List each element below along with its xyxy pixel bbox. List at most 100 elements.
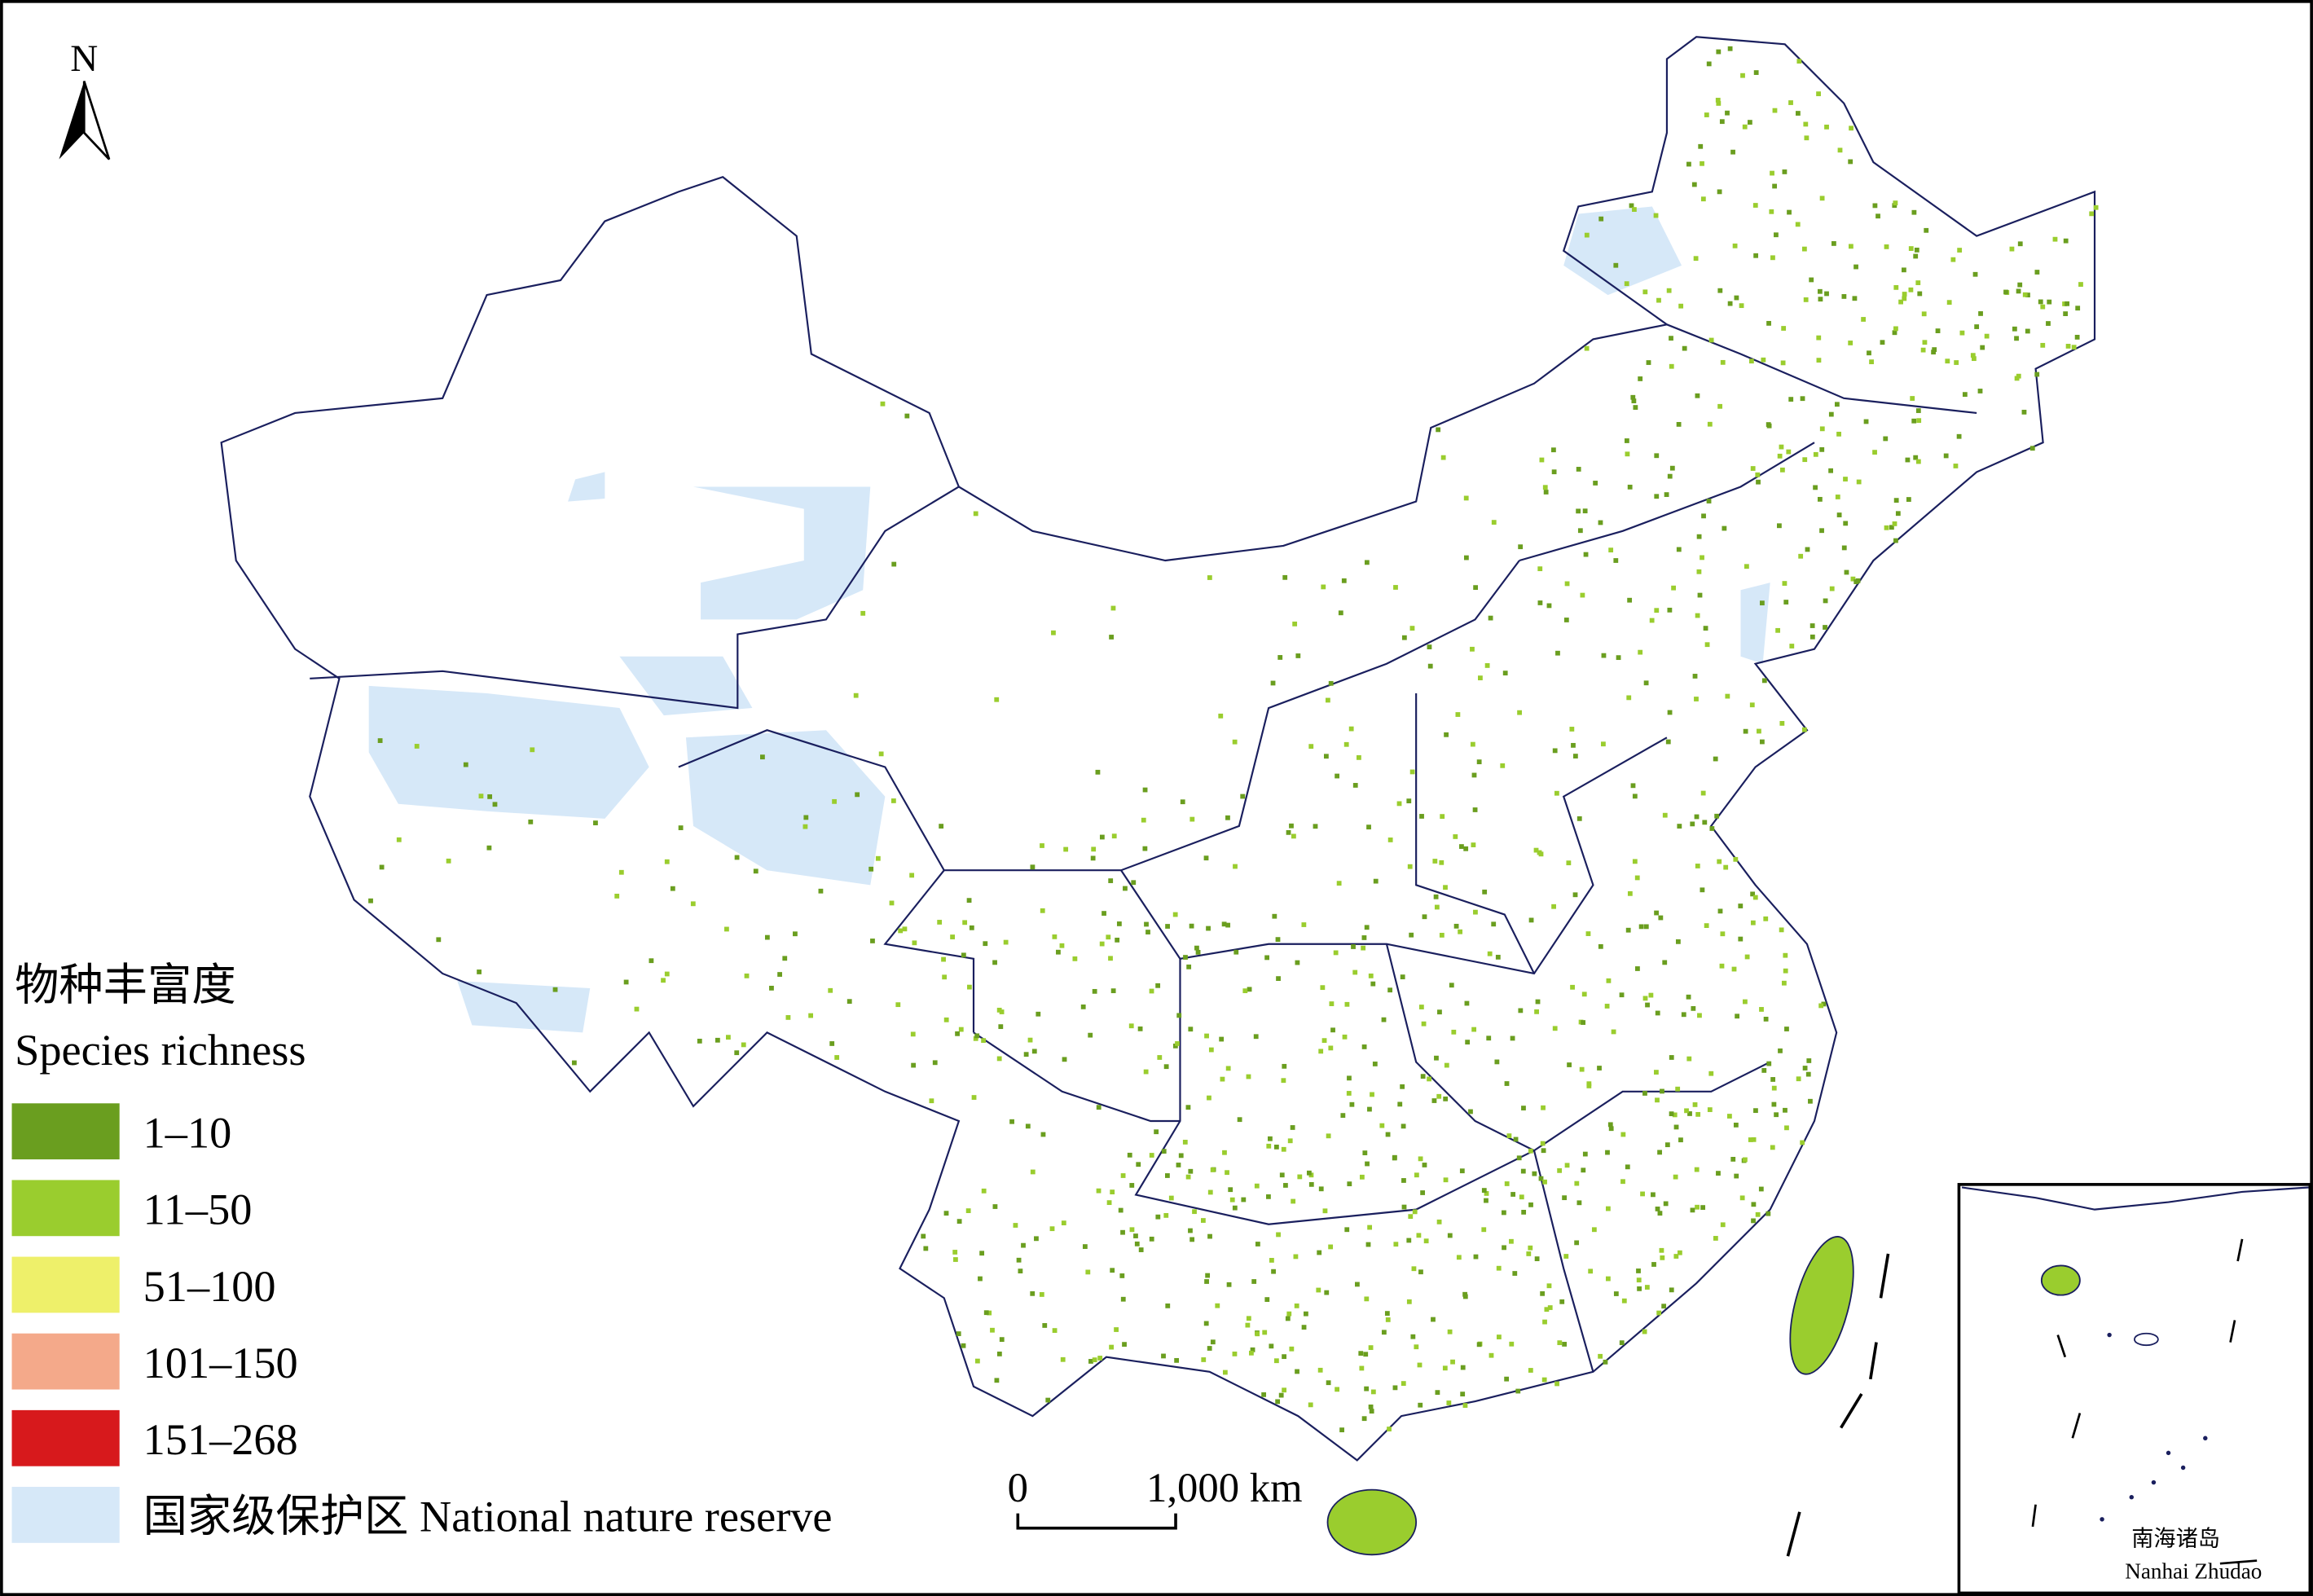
richness-cell — [1030, 1290, 1036, 1296]
richness-cell — [1168, 1195, 1174, 1201]
richness-cell — [1581, 991, 1587, 997]
richness-cell — [942, 974, 948, 980]
richness-cell — [1720, 931, 1726, 937]
richness-cell — [1203, 1321, 1209, 1326]
richness-cell — [1547, 1305, 1553, 1310]
richness-cell — [1753, 253, 1759, 258]
richness-cell — [1401, 1381, 1406, 1386]
richness-cell — [1646, 360, 1651, 365]
richness-cell — [1902, 296, 1907, 301]
richness-cell — [1320, 985, 1326, 991]
richness-cell — [1478, 675, 1483, 681]
richness-cell — [1709, 826, 1715, 831]
richness-cell — [1635, 966, 1640, 971]
richness-cell — [1777, 453, 1783, 459]
richness-cell — [1666, 288, 1672, 293]
richness-cell — [1487, 951, 1493, 956]
richness-cell — [904, 413, 910, 419]
richness-cell — [1301, 922, 1307, 927]
richness-cell — [1186, 964, 1192, 969]
richness-cell — [956, 1219, 962, 1224]
richness-cell — [987, 1310, 992, 1316]
richness-cell — [1695, 864, 1700, 868]
richness-cell — [1364, 1296, 1370, 1302]
richness-cell — [734, 855, 740, 860]
richness-cell — [446, 858, 451, 864]
richness-cell — [1766, 320, 1771, 326]
reserve-area — [568, 472, 605, 502]
richness-cell — [1034, 1236, 1039, 1242]
richness-cell — [1584, 345, 1590, 351]
richness-cell — [1654, 910, 1659, 916]
richness-cell — [734, 1050, 740, 1056]
richness-cell — [1669, 363, 1674, 369]
richness-cell — [1770, 1077, 1776, 1082]
richness-cell — [1226, 1282, 1232, 1287]
richness-cell — [1601, 741, 1606, 747]
richness-cell — [1414, 1344, 1419, 1350]
richness-cell — [1528, 917, 1534, 923]
richness-cell — [1659, 1247, 1664, 1253]
richness-cell — [979, 1251, 985, 1256]
richness-cell — [1347, 1181, 1352, 1187]
richness-cell — [1365, 1242, 1371, 1247]
arrow-right — [82, 81, 111, 160]
richness-cell — [1462, 1403, 1468, 1408]
richness-cell — [898, 928, 904, 934]
richness-cell — [1030, 864, 1036, 870]
richness-cell — [664, 859, 670, 864]
richness-cell — [2071, 345, 2077, 350]
richness-cell — [1620, 1132, 1626, 1137]
richness-cell — [1911, 418, 1917, 424]
richness-cell — [1393, 585, 1398, 590]
richness-cell — [1286, 1311, 1292, 1317]
reserve-area — [685, 730, 886, 886]
richness-cell — [1598, 216, 1604, 222]
richness-cell — [1120, 1229, 1125, 1235]
richness-cell — [1473, 909, 1478, 915]
richness-cell — [1488, 1352, 1494, 1358]
richness-cell — [1978, 311, 1983, 316]
richness-cell — [1462, 1291, 1467, 1297]
richness-cell — [1692, 674, 1698, 679]
richness-cell — [1698, 143, 1704, 149]
richness-cell — [1613, 262, 1619, 268]
richness-cell — [1809, 277, 1814, 283]
richness-cell — [1743, 999, 1748, 1005]
richness-cell — [1684, 1108, 1689, 1114]
richness-cell — [2034, 270, 2040, 275]
richness-cell — [1528, 1245, 1533, 1251]
richness-cell — [1273, 1358, 1279, 1364]
richness-cell — [760, 754, 765, 760]
richness-cell — [1662, 960, 1668, 965]
richness-cell — [932, 1060, 938, 1066]
richness-cell — [1329, 1001, 1335, 1006]
richness-cell — [1593, 481, 1598, 486]
richness-cell — [1281, 1078, 1286, 1084]
richness-cell — [1582, 508, 1588, 514]
richness-cell — [1458, 929, 1463, 934]
richness-cell — [981, 1038, 987, 1044]
richness-cell — [1264, 955, 1270, 961]
richness-cell — [1702, 820, 1708, 825]
richness-cell — [853, 692, 859, 698]
richness-cell — [1502, 1245, 1506, 1251]
richness-cell — [1313, 824, 1318, 829]
richness-cell — [1819, 446, 1825, 452]
richness-cell — [1289, 1346, 1295, 1352]
richness-cell — [891, 561, 897, 567]
richness-cell — [1644, 1285, 1650, 1290]
richness-cell — [1557, 1167, 1563, 1173]
richness-cell — [1321, 1038, 1327, 1044]
richness-cell — [1504, 1181, 1510, 1186]
richness-cell — [1096, 1188, 1102, 1194]
richness-cell — [1823, 598, 1828, 604]
richness-cell — [1751, 1137, 1757, 1142]
richness-cell — [1285, 1316, 1291, 1321]
richness-cell — [1717, 403, 1723, 409]
richness-cell — [1346, 1091, 1352, 1096]
richness-cell — [1714, 813, 1720, 819]
richness-cell — [1613, 558, 1619, 563]
richness-cell — [1771, 1085, 1777, 1091]
richness-cell — [1700, 555, 1704, 561]
